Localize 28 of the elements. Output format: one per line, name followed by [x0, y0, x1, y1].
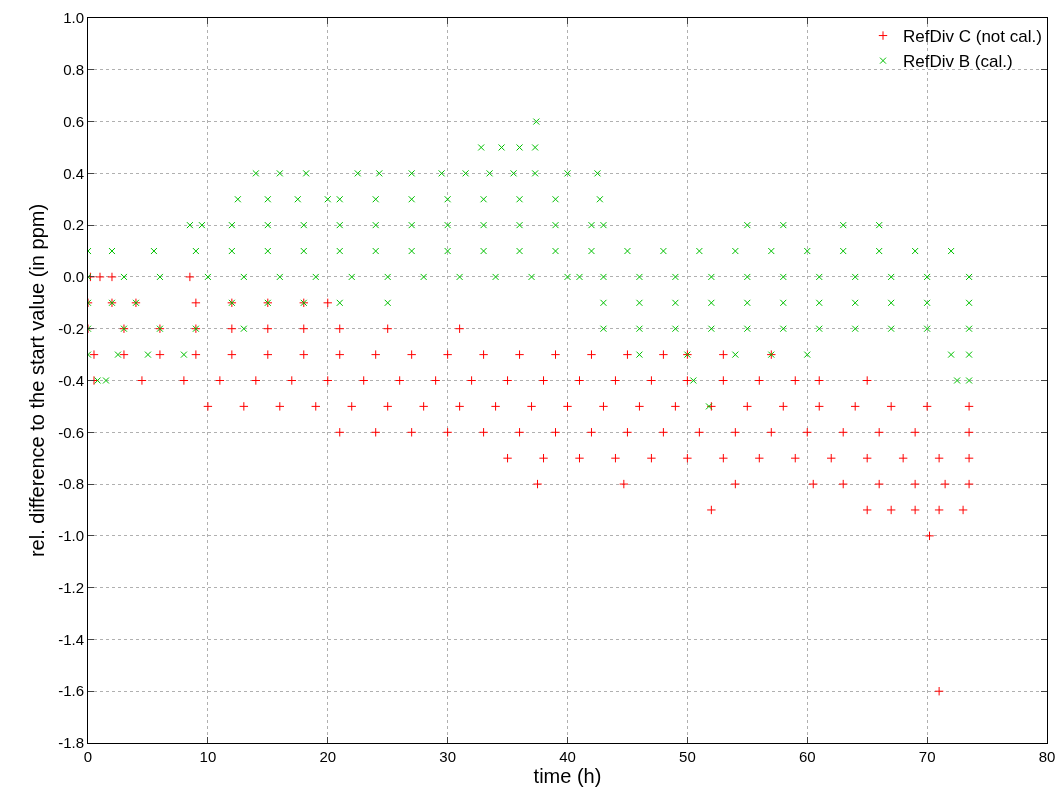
x-tick-label: 80	[1038, 748, 1056, 765]
x-tick-label: 40	[559, 748, 576, 765]
y-tick-label: -1.4	[58, 630, 84, 648]
y-tick-label: -1.8	[58, 734, 84, 752]
y-tick-label: 0.8	[63, 61, 84, 79]
x-tick-label: 10	[199, 748, 217, 765]
x-axis-title: time (h)	[533, 765, 602, 787]
legend-label: RefDiv B (cal.)	[903, 52, 1013, 72]
legend-label: RefDiv C (not cal.)	[903, 27, 1042, 47]
x-tick-label: 70	[918, 748, 936, 765]
y-axis-title: rel. difference to the start value (in ppm)	[25, 203, 48, 558]
y-tick-label: 0.2	[63, 216, 84, 234]
x-tick-label: 50	[679, 748, 696, 765]
y-tick-label: -0.8	[58, 475, 84, 493]
y-tick-label: 1.0	[63, 9, 84, 27]
y-tick-label: -0.6	[58, 423, 84, 441]
y-tick-label: -1.6	[58, 682, 84, 700]
y-tick-label: -1.0	[58, 527, 84, 545]
x-tick-label: 0	[83, 748, 93, 765]
x-tick-label: 20	[319, 748, 337, 765]
x-tick-label: 30	[439, 748, 456, 765]
y-tick-label: 0.4	[63, 164, 84, 182]
x-tick-label: 60	[798, 748, 816, 765]
y-tick-label: 0.6	[63, 112, 84, 130]
y-tick-label: -1.2	[58, 578, 84, 596]
y-tick-label: 0.0	[63, 268, 84, 286]
y-tick-label: -0.2	[58, 319, 84, 337]
y-tick-label: -0.4	[58, 371, 84, 389]
